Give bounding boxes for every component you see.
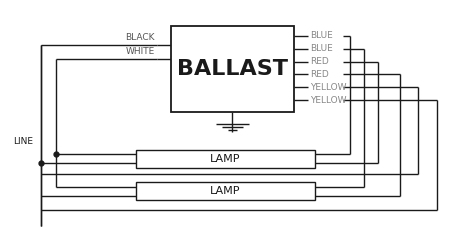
Bar — [136, 182, 315, 200]
Bar — [136, 150, 315, 168]
Text: YELLOW: YELLOW — [310, 83, 346, 92]
Bar — [171, 26, 293, 112]
Text: RED: RED — [310, 57, 329, 66]
Text: YELLOW: YELLOW — [310, 96, 346, 105]
Text: LINE: LINE — [13, 137, 33, 146]
Text: BALLAST: BALLAST — [177, 59, 288, 79]
Text: RED: RED — [310, 70, 329, 79]
Text: BLUE: BLUE — [310, 31, 333, 41]
Text: BLACK: BLACK — [125, 33, 155, 42]
Text: LAMP: LAMP — [210, 154, 240, 164]
Text: BLUE: BLUE — [310, 44, 333, 53]
Text: WHITE: WHITE — [125, 47, 155, 56]
Text: LAMP: LAMP — [210, 186, 240, 196]
